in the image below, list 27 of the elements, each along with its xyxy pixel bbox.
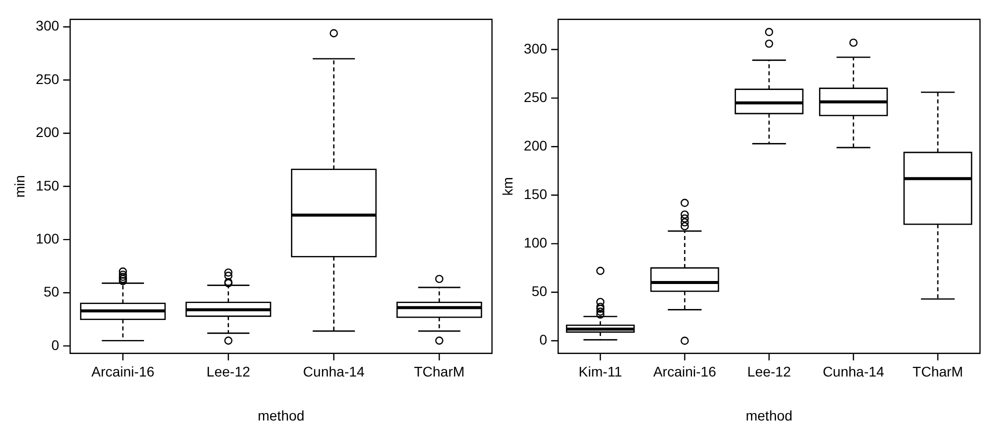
x-tick-label: Arcaini-16 <box>653 364 716 380</box>
y-tick-label: 50 <box>532 283 548 300</box>
y-tick-label: 50 <box>44 284 60 300</box>
y-tick-label: 250 <box>36 70 60 87</box>
x-tick-label: Lee-12 <box>206 364 250 380</box>
y-axis-title: km <box>499 177 516 196</box>
x-tick-label: Cunha-14 <box>303 364 365 380</box>
x-tick-label: Kim-11 <box>578 364 622 380</box>
y-tick-label: 150 <box>524 186 548 202</box>
x-axis-title: method <box>258 407 304 424</box>
y-tick-label: 150 <box>36 177 60 194</box>
y-tick-label: 300 <box>524 40 548 56</box>
y-tick-label: 0 <box>51 336 60 353</box>
x-tick-label: TCharM <box>414 364 465 380</box>
y-tick-label: 100 <box>36 230 60 246</box>
x-tick-label: Cunha-14 <box>822 364 884 380</box>
x-tick-label: Arcaini-16 <box>91 364 155 380</box>
x-tick-label: TCharM <box>912 364 964 380</box>
y-tick-label: 250 <box>524 88 548 105</box>
y-tick-label: 200 <box>36 124 60 140</box>
y-tick-label: 200 <box>524 137 548 154</box>
x-axis-title: method <box>746 407 792 424</box>
x-tick-label: Lee-12 <box>747 364 792 380</box>
y-tick-label: 0 <box>539 332 548 348</box>
y-tick-label: 100 <box>524 234 548 251</box>
y-tick-label: 300 <box>36 18 60 34</box>
y-axis-title: min <box>11 175 28 198</box>
